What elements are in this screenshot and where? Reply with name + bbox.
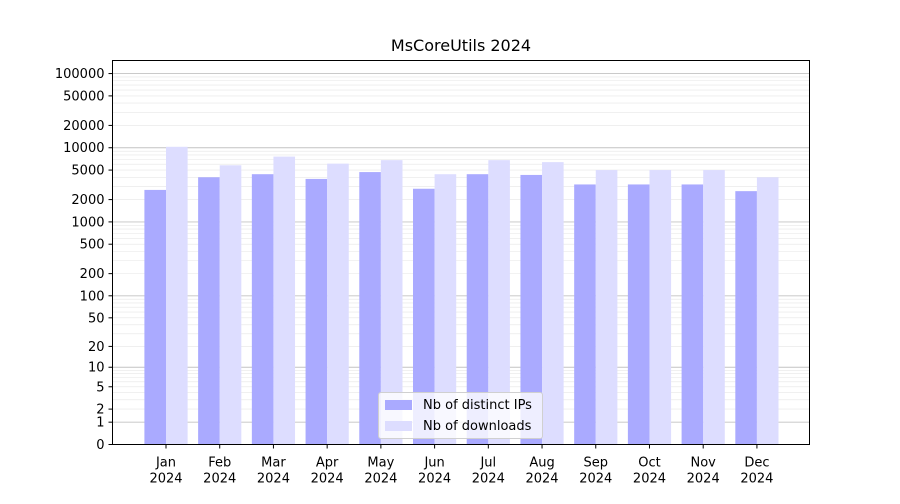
bar-downloads <box>703 170 725 445</box>
y-tick-label: 20 <box>88 340 105 355</box>
y-tick-label: 0 <box>96 438 104 453</box>
bar-downloads <box>273 156 296 445</box>
bar-distinct-ips <box>251 174 274 445</box>
y-tick-label: 10 <box>88 361 105 376</box>
bar-distinct-ips <box>413 188 435 445</box>
legend-item-downloads: Nb of downloads <box>385 417 531 435</box>
x-tick-label-month: Dec <box>744 456 769 471</box>
y-tick-label: 20000 <box>63 119 104 134</box>
bars <box>144 146 779 445</box>
x-tick-label-month: Nov <box>691 456 717 471</box>
y-tick-label: 50000 <box>63 89 104 104</box>
bar-distinct-ips <box>735 191 757 445</box>
bar-downloads <box>595 170 618 445</box>
x-axis: Jan2024Feb2024Mar2024Apr2024May2024Jun20… <box>149 444 773 487</box>
x-tick-label-year: 2024 <box>149 472 182 487</box>
bar-downloads <box>380 160 403 445</box>
bar-downloads <box>488 160 510 445</box>
x-tick-label-year: 2024 <box>203 472 236 487</box>
y-axis: 0 12 5 10 20 50 100 200 500 1000 2000 5000 10000 2000… <box>55 67 113 453</box>
legend-label-distinct-ips: Nb of distinct IPs <box>423 397 532 413</box>
bar-downloads <box>219 165 242 445</box>
bar-distinct-ips <box>520 174 543 445</box>
bar-distinct-ips <box>574 184 596 445</box>
y-tick-label: 5 <box>96 380 104 395</box>
y-tick-label: 1 <box>96 416 104 431</box>
bar-downloads <box>542 162 564 445</box>
y-tick-label: 500 <box>80 238 105 253</box>
legend-swatch-downloads <box>385 421 412 431</box>
bar-downloads <box>649 170 672 445</box>
x-tick-label-year: 2024 <box>740 472 773 487</box>
x-tick-label-month: Oct <box>638 456 660 471</box>
y-tick-label: 5000 <box>71 164 104 179</box>
legend-swatch-distinct-ips <box>385 400 412 410</box>
x-tick-label-month: Aug <box>529 456 554 471</box>
y-tick-label: 50 <box>88 311 105 326</box>
y-tick-label: 1000 <box>71 215 104 230</box>
bar-downloads <box>756 177 779 445</box>
x-tick-label-month: Feb <box>208 456 231 471</box>
y-tick-label: 2000 <box>71 193 104 208</box>
x-tick-label-month: May <box>367 456 394 471</box>
bar-distinct-ips <box>305 178 328 445</box>
bar-downloads <box>434 174 457 445</box>
bar-downloads <box>327 163 349 445</box>
bar-distinct-ips <box>627 184 650 445</box>
legend-label-downloads: Nb of downloads <box>423 418 532 434</box>
x-tick-label-year: 2024 <box>687 472 720 487</box>
bar-distinct-ips <box>359 172 381 445</box>
bar-distinct-ips <box>198 177 220 445</box>
x-tick-label-year: 2024 <box>525 472 558 487</box>
bar-distinct-ips <box>144 189 166 445</box>
x-tick-label-year: 2024 <box>311 472 344 487</box>
x-tick-label-month: Mar <box>261 456 286 471</box>
y-tick-label: 100 <box>80 289 105 304</box>
y-tick-label: 10000 <box>63 141 104 156</box>
x-tick-label-year: 2024 <box>418 472 451 487</box>
legend-item-distinct-ips: Nb of distinct IPs <box>385 396 532 414</box>
x-tick-label-month: Jun <box>423 456 444 471</box>
x-tick-label-year: 2024 <box>257 472 290 487</box>
x-tick-label-month: Jul <box>479 456 496 471</box>
y-tick-label: 2 <box>96 403 104 418</box>
bar-downloads <box>166 146 188 445</box>
legend: Nb of distinct IPs Nb of downloads <box>378 392 543 439</box>
x-tick-label-year: 2024 <box>579 472 612 487</box>
x-tick-label-year: 2024 <box>633 472 666 487</box>
y-tick-label: 100000 <box>55 67 105 82</box>
chart-title: MsCoreUtils 2024 <box>391 36 531 55</box>
x-tick-label-month: Apr <box>316 456 339 471</box>
bar-distinct-ips <box>466 174 489 445</box>
plot-frame <box>112 60 810 445</box>
y-tick-label: 200 <box>80 267 105 282</box>
bar-distinct-ips <box>681 184 704 445</box>
x-tick-label-month: Jan <box>155 456 176 471</box>
x-tick-label-month: Sep <box>584 456 609 471</box>
x-tick-label-year: 2024 <box>472 472 505 487</box>
x-tick-label-year: 2024 <box>364 472 397 487</box>
